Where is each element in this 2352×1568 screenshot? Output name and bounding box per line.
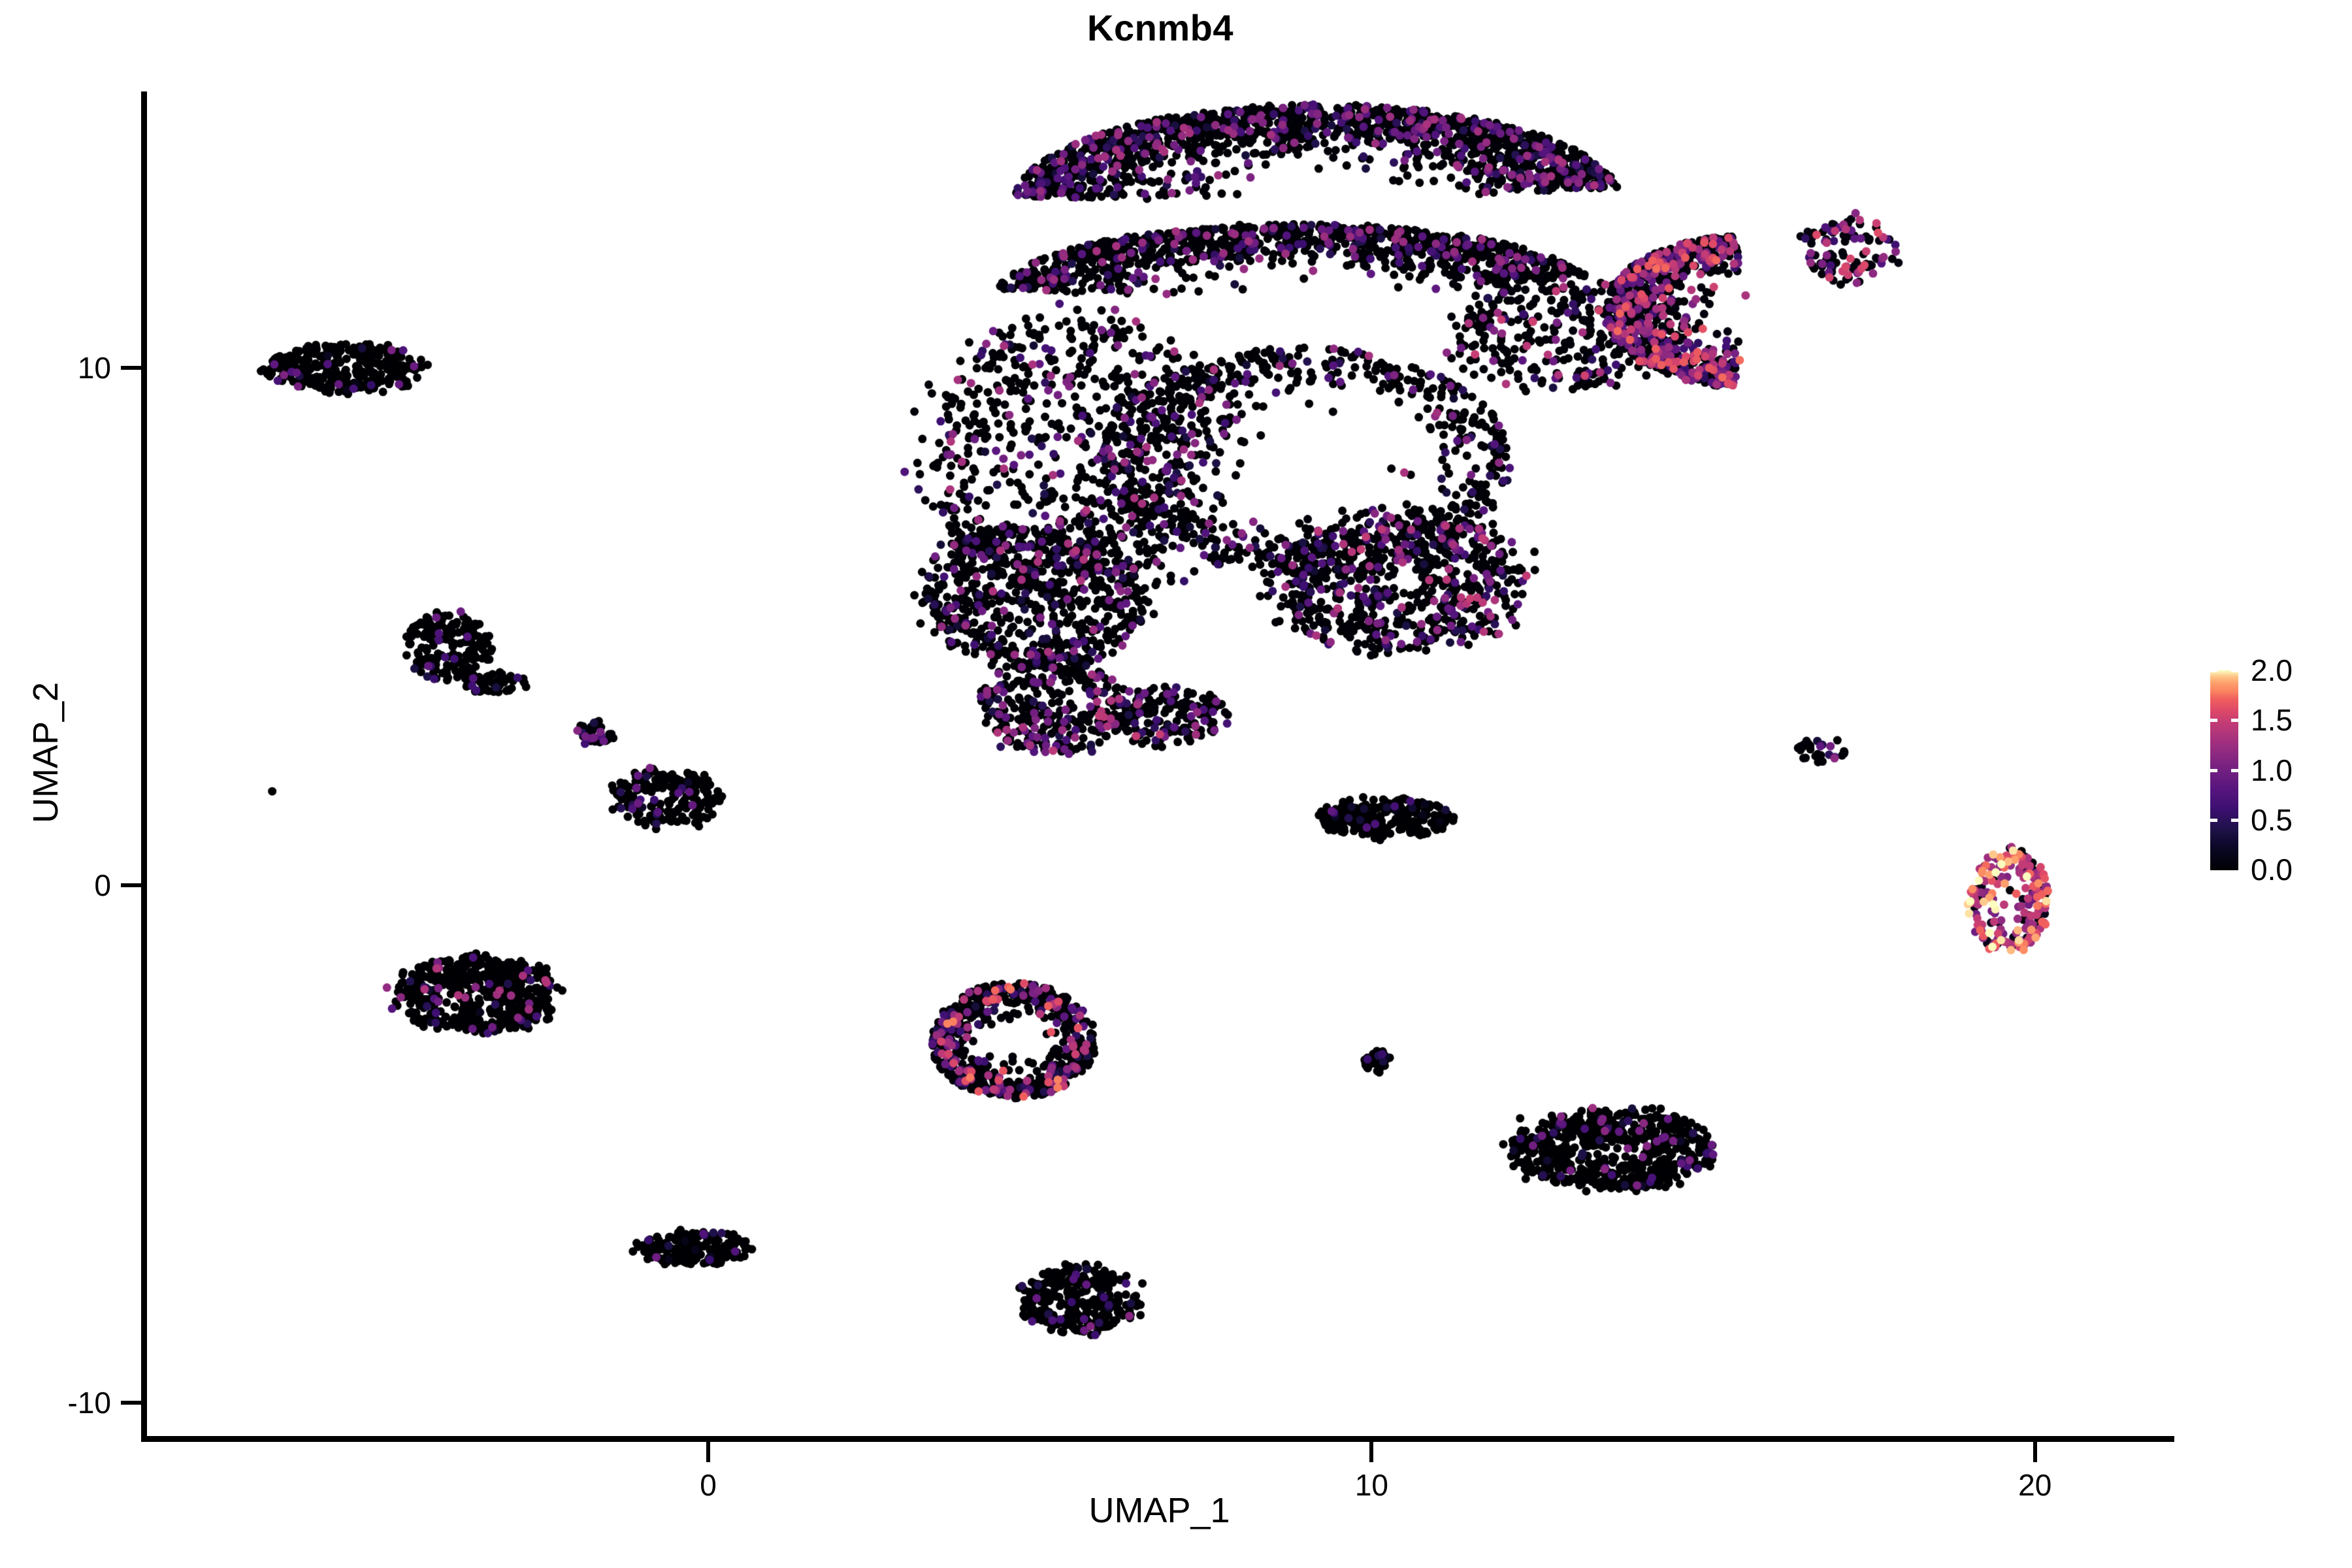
y-axis-line <box>141 91 147 1442</box>
x-axis-title: UMAP_1 <box>1088 1491 1230 1530</box>
colorbar-tick-mark <box>2210 768 2217 772</box>
page-title: Kcnmb4 <box>1087 7 1233 48</box>
x-tick-mark <box>2033 1442 2037 1462</box>
y-axis-title: UMAP_2 <box>26 681 65 824</box>
y-tick-mark <box>121 366 141 370</box>
colorbar-tick-mark <box>2231 768 2238 772</box>
colorbar-tick-label: 2.0 <box>2251 653 2293 687</box>
colorbar-tick-mark <box>2231 669 2238 672</box>
y-tick-label: 10 <box>77 351 111 385</box>
colorbar-tick-mark <box>2210 719 2217 723</box>
x-axis-line <box>141 1436 2174 1442</box>
y-tick-label: 0 <box>94 868 111 903</box>
x-tick-label: 20 <box>2018 1468 2052 1502</box>
colorbar-tick-mark <box>2231 719 2238 723</box>
y-tick-mark <box>121 1400 141 1405</box>
x-tick-mark <box>1369 1442 1374 1462</box>
colorbar-tick-mark <box>2231 818 2238 822</box>
colorbar-tick-mark <box>2210 669 2217 672</box>
y-tick-mark <box>121 883 141 888</box>
x-tick-mark <box>706 1442 711 1462</box>
x-tick-label: 10 <box>1354 1468 1388 1502</box>
color-legend: 2.0 1.5 1.0 0.5 0.0 <box>2210 655 2341 885</box>
colorbar-tick-label: 0.5 <box>2251 802 2293 837</box>
colorbar-tick-label: 1.5 <box>2251 703 2293 738</box>
y-tick-label: -10 <box>67 1385 111 1420</box>
colorbar-tick-mark <box>2210 818 2217 822</box>
colorbar-tick-label: 0.0 <box>2251 853 2293 887</box>
scatter-plot-area <box>144 91 2174 1439</box>
x-tick-label: 0 <box>700 1468 717 1502</box>
colorbar-tick-label: 1.0 <box>2251 753 2293 787</box>
